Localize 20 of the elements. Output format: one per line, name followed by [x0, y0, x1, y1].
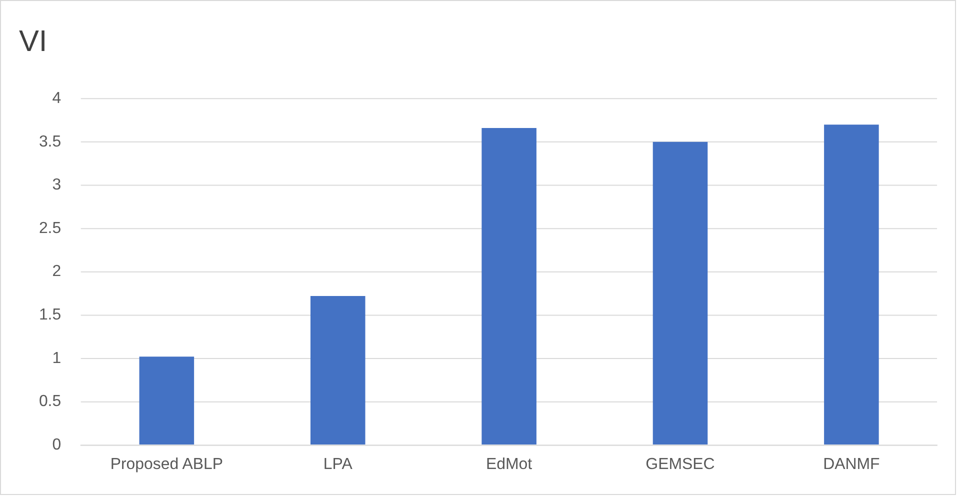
bar [139, 356, 194, 444]
y-tick-label: 1.5 [38, 306, 62, 324]
y-tick-label: 3 [52, 176, 62, 194]
bar [482, 128, 536, 444]
y-tick-label: 2 [52, 263, 62, 280]
y-tick-label: 3.5 [38, 133, 62, 150]
y-tick-label: 1 [52, 350, 62, 367]
bar [652, 142, 708, 444]
y-tick-label: 0 [52, 436, 62, 454]
x-tick-label: GEMSEC [646, 456, 715, 473]
bar [824, 124, 879, 444]
x-tick-label: LPA [323, 456, 353, 473]
chart-title: VI [18, 25, 48, 58]
x-tick-label: Proposed ABLP [110, 456, 223, 473]
x-tick-label: EdMot [486, 456, 533, 473]
y-tick-label: 0.5 [38, 393, 62, 410]
y-tick-label: 2.5 [38, 220, 62, 237]
x-tick-label: DANMF [823, 456, 880, 473]
y-tick-label: 4 [52, 90, 62, 107]
bar [310, 296, 366, 444]
